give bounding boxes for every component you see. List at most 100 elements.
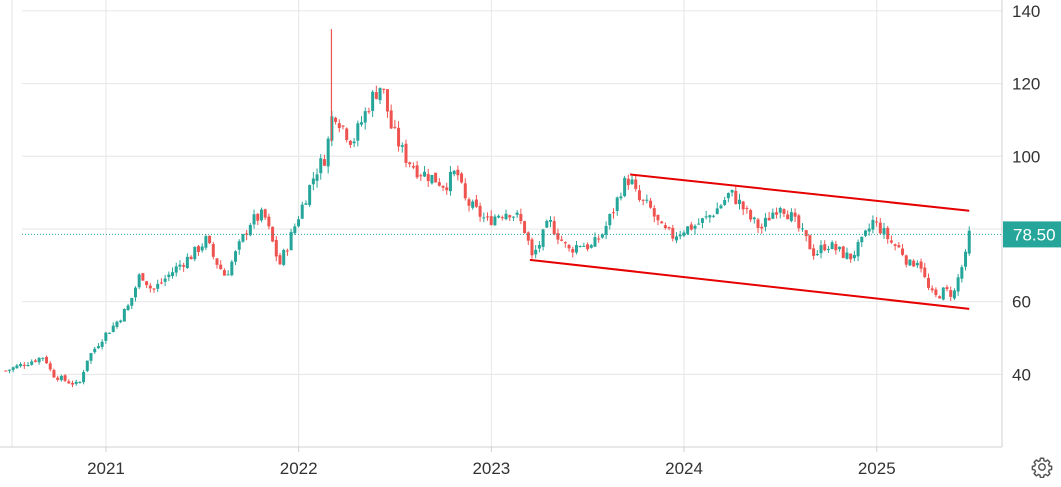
candle-body bbox=[926, 277, 930, 288]
candle-body bbox=[608, 213, 612, 226]
candle-body bbox=[908, 259, 912, 266]
trendlines bbox=[529, 173, 970, 310]
candle-body bbox=[52, 369, 56, 378]
candle-body bbox=[178, 264, 182, 267]
candle-body bbox=[48, 363, 52, 370]
candle-body bbox=[200, 246, 204, 251]
x-tick-label: 2023 bbox=[472, 459, 510, 478]
candle-body bbox=[775, 212, 779, 215]
candle-body bbox=[56, 377, 60, 380]
candle-body bbox=[352, 141, 356, 144]
candle-body bbox=[45, 356, 49, 364]
candle-body bbox=[234, 251, 238, 262]
candle-body bbox=[341, 125, 345, 127]
candle-body bbox=[4, 370, 8, 372]
candle-body bbox=[460, 173, 464, 183]
candle-body bbox=[567, 245, 571, 249]
candle-body bbox=[526, 232, 530, 241]
candle-body bbox=[519, 214, 523, 222]
candle-body bbox=[115, 321, 119, 327]
candle-body bbox=[797, 215, 801, 229]
candle-body bbox=[930, 288, 934, 291]
candle-body bbox=[430, 174, 434, 184]
candle-body bbox=[426, 173, 430, 182]
candle-body bbox=[22, 364, 26, 366]
candle-body bbox=[356, 123, 360, 141]
candle-body bbox=[819, 245, 823, 254]
candle-body bbox=[26, 364, 30, 367]
candle-body bbox=[915, 262, 919, 266]
candle-body bbox=[730, 189, 734, 193]
candle-body bbox=[515, 212, 519, 215]
candle-body bbox=[130, 297, 134, 306]
candle-body bbox=[878, 222, 882, 234]
candle-body bbox=[322, 159, 326, 166]
candle-body bbox=[537, 245, 541, 249]
candle-body bbox=[182, 265, 186, 267]
gear-icon[interactable] bbox=[1031, 456, 1053, 479]
candle-body bbox=[474, 199, 478, 207]
candle-body bbox=[445, 187, 449, 191]
candle-body bbox=[934, 289, 938, 296]
candle-body bbox=[41, 357, 45, 359]
candle-body bbox=[337, 123, 341, 128]
candle-body bbox=[804, 230, 808, 237]
candle-body bbox=[222, 270, 226, 276]
y-tick-label: 100 bbox=[1012, 147, 1040, 166]
candle-body bbox=[582, 245, 586, 247]
candle-body bbox=[367, 111, 371, 113]
candle-body bbox=[637, 190, 641, 200]
candle-body bbox=[78, 381, 82, 383]
candle-body bbox=[404, 143, 408, 163]
candle-body bbox=[389, 110, 393, 129]
candle-body bbox=[960, 267, 964, 279]
candle-body bbox=[74, 381, 78, 384]
x-tick-label: 2024 bbox=[665, 459, 703, 478]
candle-body bbox=[304, 203, 308, 205]
candle-body bbox=[867, 228, 871, 232]
candle-body bbox=[300, 204, 304, 219]
candle-body bbox=[208, 235, 212, 244]
candle-body bbox=[15, 365, 19, 369]
candle-body bbox=[882, 228, 886, 235]
candle-body bbox=[612, 212, 616, 214]
candle-body bbox=[875, 221, 879, 223]
candle-body bbox=[889, 240, 893, 243]
candle-body bbox=[423, 171, 427, 177]
candle-body bbox=[415, 165, 419, 178]
candle-body bbox=[397, 127, 401, 147]
candle-body bbox=[152, 288, 156, 290]
candle-body bbox=[597, 238, 601, 240]
candle-body bbox=[789, 212, 793, 222]
candle-body bbox=[556, 233, 560, 240]
candle-body bbox=[763, 217, 767, 227]
candle-body bbox=[849, 253, 853, 260]
candle-body bbox=[467, 199, 471, 206]
candle-body bbox=[345, 128, 349, 140]
candle-body bbox=[486, 216, 490, 218]
candle-body bbox=[489, 216, 493, 225]
candle-body bbox=[530, 239, 534, 256]
candle-body bbox=[897, 245, 901, 248]
candle-body bbox=[782, 209, 786, 214]
candle-body bbox=[708, 215, 712, 218]
y-tick-label: 60 bbox=[1012, 293, 1031, 312]
last-price-badge-bg bbox=[1003, 221, 1061, 248]
candle-body bbox=[689, 224, 693, 230]
candle-body bbox=[845, 252, 849, 259]
candle-body bbox=[319, 158, 323, 174]
candle-body bbox=[274, 239, 278, 257]
candle-body bbox=[734, 190, 738, 204]
candle-body bbox=[393, 126, 397, 128]
candle-body bbox=[949, 290, 953, 297]
candle-body bbox=[245, 233, 249, 235]
candle-body bbox=[678, 234, 682, 237]
candle-body bbox=[434, 172, 438, 183]
candle-body bbox=[619, 196, 623, 199]
candle-body bbox=[834, 244, 838, 251]
candle-body bbox=[700, 218, 704, 223]
candle-body bbox=[482, 217, 486, 219]
candle-body bbox=[667, 227, 671, 229]
candle-body bbox=[800, 228, 804, 230]
candle-body bbox=[141, 273, 145, 281]
